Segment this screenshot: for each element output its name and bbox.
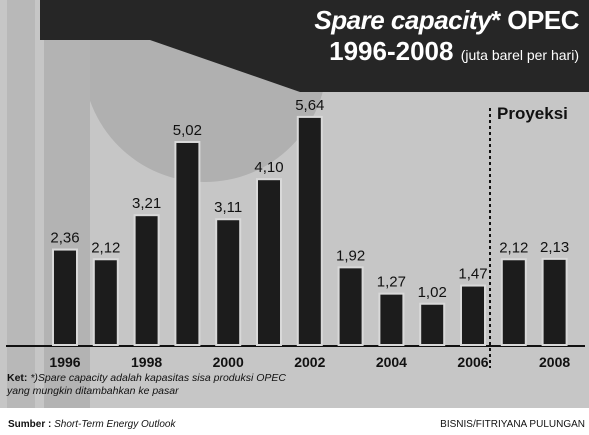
source-key: Sumber : <box>8 419 52 430</box>
chart-unit: (juta barel per hari) <box>460 47 579 63</box>
projection-label: Proyeksi <box>497 104 568 123</box>
note-text-2: yang mungkin ditambahkan ke pasar <box>7 385 179 397</box>
x-tick-label-1998: 1998 <box>131 354 162 370</box>
bar-2006 <box>460 284 486 347</box>
title-band <box>40 0 589 92</box>
value-label-2006: 1,47 <box>458 266 487 283</box>
value-label-2002: 5,64 <box>295 97 324 114</box>
x-tick-label-1996: 1996 <box>49 354 80 370</box>
bar-1998 <box>133 214 160 346</box>
chart-subtitle-line: 1996-2008 (juta barel per hari) <box>314 36 579 70</box>
note-key: Ket: <box>7 372 28 384</box>
value-label-1996: 2,36 <box>50 230 79 247</box>
chart-title-italic: Spare capacity <box>314 5 491 35</box>
x-tick-label-2006: 2006 <box>457 354 488 370</box>
x-tick-label-2002: 2002 <box>294 354 325 370</box>
value-label-2005: 1,02 <box>418 284 447 301</box>
note-line-1: Ket: *)Spare capacity adalah kapasitas s… <box>7 372 286 385</box>
backdrop-stripe-1 <box>7 0 35 408</box>
value-label-2003: 1,92 <box>336 247 365 264</box>
source-line: Sumber : Short-Term Energy Outlook <box>8 419 175 430</box>
x-tick-label-2004: 2004 <box>376 354 407 370</box>
credit-text: BISNIS/FITRIYANA PULUNGAN <box>440 419 585 430</box>
bar-1999 <box>174 140 201 346</box>
value-label-1997: 2,12 <box>91 239 120 256</box>
bar-2007 <box>500 258 527 346</box>
chart-note: Ket: *)Spare capacity adalah kapasitas s… <box>7 372 286 398</box>
bar-2001 <box>256 178 282 346</box>
bar-2003 <box>337 266 364 346</box>
bar-2000 <box>215 218 242 346</box>
chart-figure: 2,36 1996 2,12 3,21 1998 5,02 3,11 2000 4,10 5,64… <box>0 0 589 408</box>
bar-2004 <box>378 292 405 347</box>
value-label-1998: 3,21 <box>132 195 161 212</box>
note-text-1: *)Spare capacity adalah kapasitas sisa p… <box>27 372 286 384</box>
x-tick-label-2008: 2008 <box>539 354 570 370</box>
chart-title-suffix: * OPEC <box>490 5 580 35</box>
chart-plot: 2,36 1996 2,12 3,21 1998 5,02 3,11 2000 4,10 5,64… <box>49 97 570 370</box>
bar-2008 <box>541 257 568 346</box>
value-label-2008: 2,13 <box>540 239 569 256</box>
source-text: Short-Term Energy Outlook <box>51 419 176 430</box>
chart-title-block: Spare capacity* OPEC 1996-2008 (juta bar… <box>314 4 579 70</box>
chart-title: Spare capacity* OPEC <box>314 4 579 36</box>
chart-subtitle: 1996-2008 <box>329 36 454 66</box>
bar-1996 <box>52 248 78 346</box>
value-label-2000: 3,11 <box>214 199 242 216</box>
footer: Sumber : Short-Term Energy Outlook BISNI… <box>0 414 589 435</box>
bar-2002 <box>296 115 323 347</box>
value-label-2004: 1,27 <box>377 274 406 291</box>
chart-backdrop <box>6 0 589 408</box>
bar-2005 <box>419 302 446 346</box>
x-tick-label-2000: 2000 <box>213 354 244 370</box>
value-label-2007: 2,12 <box>499 239 528 256</box>
value-label-1999: 5,02 <box>173 122 202 139</box>
bar-1997 <box>92 258 119 346</box>
value-label-2001: 4,10 <box>254 159 283 176</box>
